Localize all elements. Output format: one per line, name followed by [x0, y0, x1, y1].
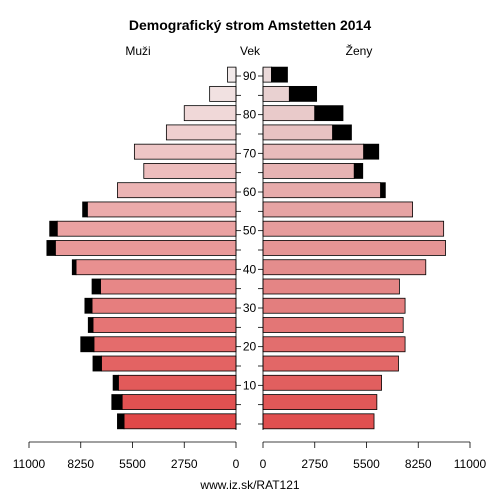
male-bar [100, 278, 237, 295]
female-bars [262, 66, 446, 430]
x-tick-label: 5500 [119, 457, 146, 471]
male-bar [91, 297, 237, 314]
female-bar [262, 201, 414, 218]
female-bar [262, 85, 290, 102]
male-bar [143, 163, 237, 179]
female-bar [262, 355, 399, 372]
footer-url: www.iz.sk/RAT121 [199, 478, 299, 492]
age-tick-label: 20 [243, 340, 257, 354]
x-tick-label: 8250 [67, 457, 94, 471]
age-tick-label: 90 [243, 69, 257, 83]
male-bars [46, 66, 237, 430]
male-surplus-bar [112, 374, 119, 391]
axes: 11000 8250 5500 2750 0 0 2750 5500 8250 11000 10 20… [13, 68, 487, 471]
male-bar [75, 259, 237, 276]
male-bar [117, 374, 237, 391]
female-bar [262, 240, 446, 256]
chart-title: Demografický strom Amstetten 2014 [129, 17, 371, 33]
female-surplus-bar [353, 163, 364, 179]
female-bar [262, 105, 316, 122]
male-bar [121, 394, 237, 410]
age-axis-label: Vek [240, 44, 261, 58]
male-surplus-bar [80, 336, 95, 353]
male-bar [123, 413, 237, 430]
left-panel-label: Muži [125, 44, 150, 58]
female-surplus-bar [363, 143, 380, 160]
male-surplus-bar [71, 259, 77, 276]
male-bar [101, 355, 237, 372]
age-tick-label: 60 [243, 185, 257, 199]
male-surplus-bar [84, 297, 93, 314]
right-panel-label: Ženy [346, 43, 373, 58]
female-bar [262, 278, 400, 295]
male-bar [54, 240, 237, 256]
female-bar [262, 413, 375, 430]
male-bar [92, 317, 237, 333]
age-tick-label: 10 [243, 378, 257, 392]
female-bar [262, 317, 404, 333]
female-bar [262, 297, 406, 314]
female-bar [262, 336, 406, 353]
age-tick-label: 50 [243, 224, 257, 238]
female-bar [262, 66, 272, 83]
female-surplus-bar [332, 124, 352, 141]
female-surplus-bar [380, 182, 386, 199]
age-tick-label: 40 [243, 262, 257, 276]
female-bar [262, 182, 382, 199]
age-tick-label: 30 [243, 301, 257, 315]
female-bar [262, 374, 382, 391]
female-bar [262, 394, 378, 410]
male-surplus-bar [82, 201, 88, 218]
male-surplus-bar [92, 355, 102, 372]
male-surplus-bar [49, 220, 58, 237]
x-tick-label: 0 [233, 457, 240, 471]
male-bar [133, 143, 237, 160]
male-bar [117, 182, 237, 199]
female-surplus-bar [271, 66, 288, 83]
female-bar [262, 259, 427, 276]
male-bar [183, 105, 237, 122]
female-surplus-bar [314, 105, 344, 122]
male-bar [209, 85, 237, 102]
male-bar [56, 220, 237, 237]
age-tick-label: 80 [243, 108, 257, 122]
male-bar [227, 66, 237, 83]
x-tick-label: 5500 [353, 457, 380, 471]
female-bar [262, 220, 445, 237]
male-surplus-bar [111, 394, 123, 410]
male-bar [93, 336, 237, 353]
male-surplus-bar [117, 413, 125, 430]
male-bar [86, 201, 237, 218]
male-surplus-bar [46, 240, 56, 256]
female-bar [262, 143, 365, 160]
x-tick-label: 2750 [171, 457, 198, 471]
female-surplus-bar [288, 85, 318, 102]
x-tick-label: 0 [260, 457, 267, 471]
female-bar [262, 163, 355, 179]
x-tick-label: 8250 [405, 457, 432, 471]
age-tick-label: 70 [243, 146, 257, 160]
x-tick-label: 11000 [454, 457, 487, 471]
male-surplus-bar [87, 317, 94, 333]
male-bar [165, 124, 237, 141]
x-tick-label: 2750 [301, 457, 328, 471]
female-bar [262, 124, 334, 141]
male-surplus-bar [91, 278, 101, 295]
x-tick-label: 11000 [13, 457, 46, 471]
